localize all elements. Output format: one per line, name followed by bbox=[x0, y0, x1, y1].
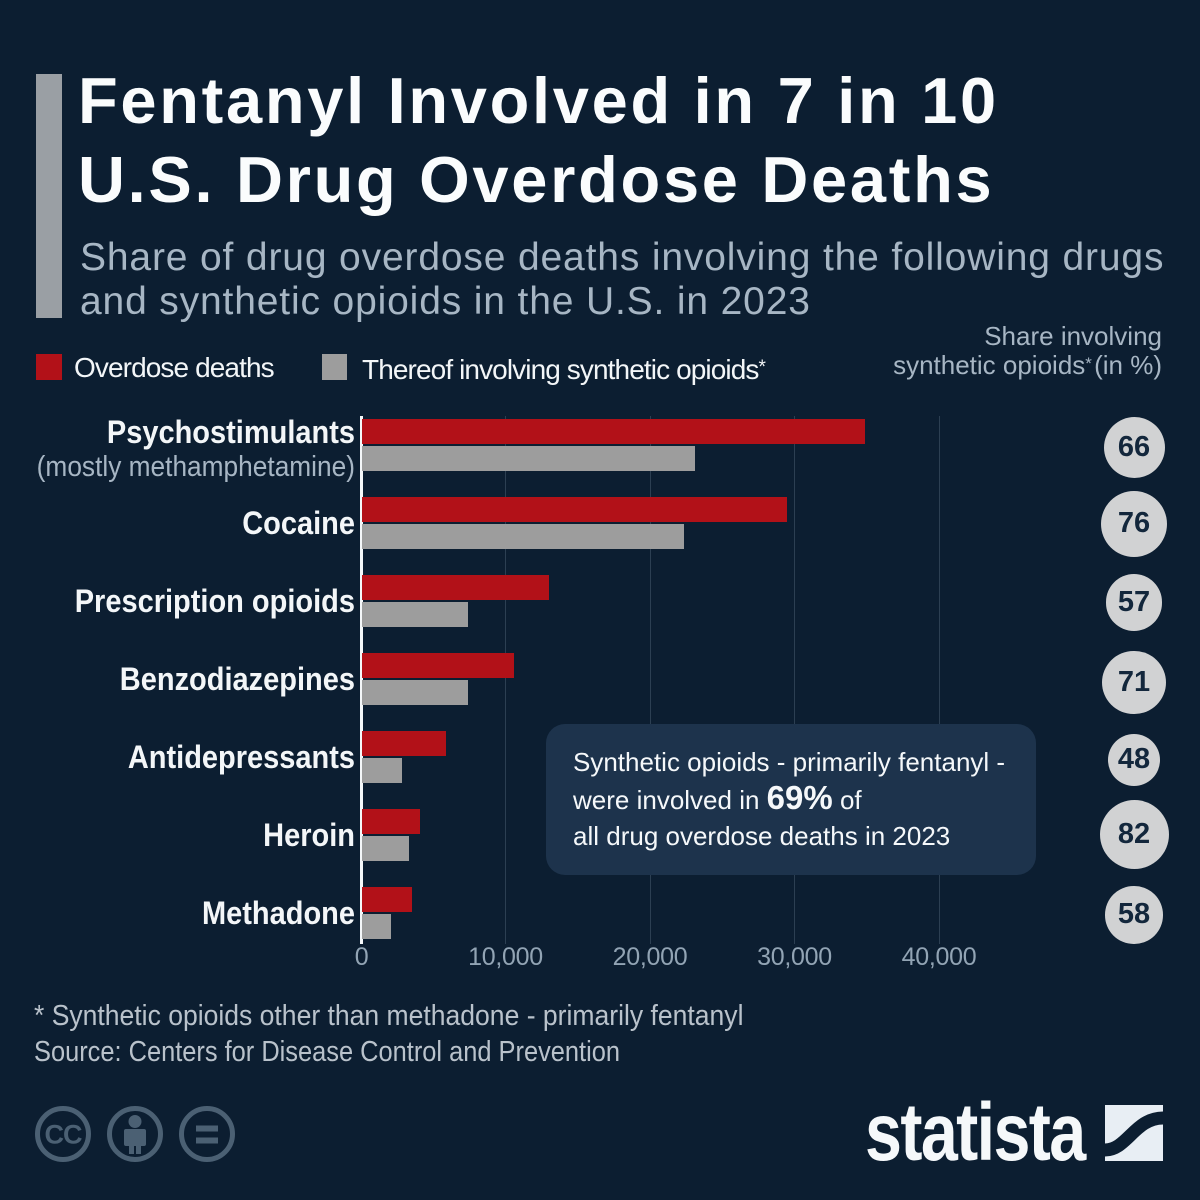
svg-text:CC: CC bbox=[45, 1120, 82, 1150]
